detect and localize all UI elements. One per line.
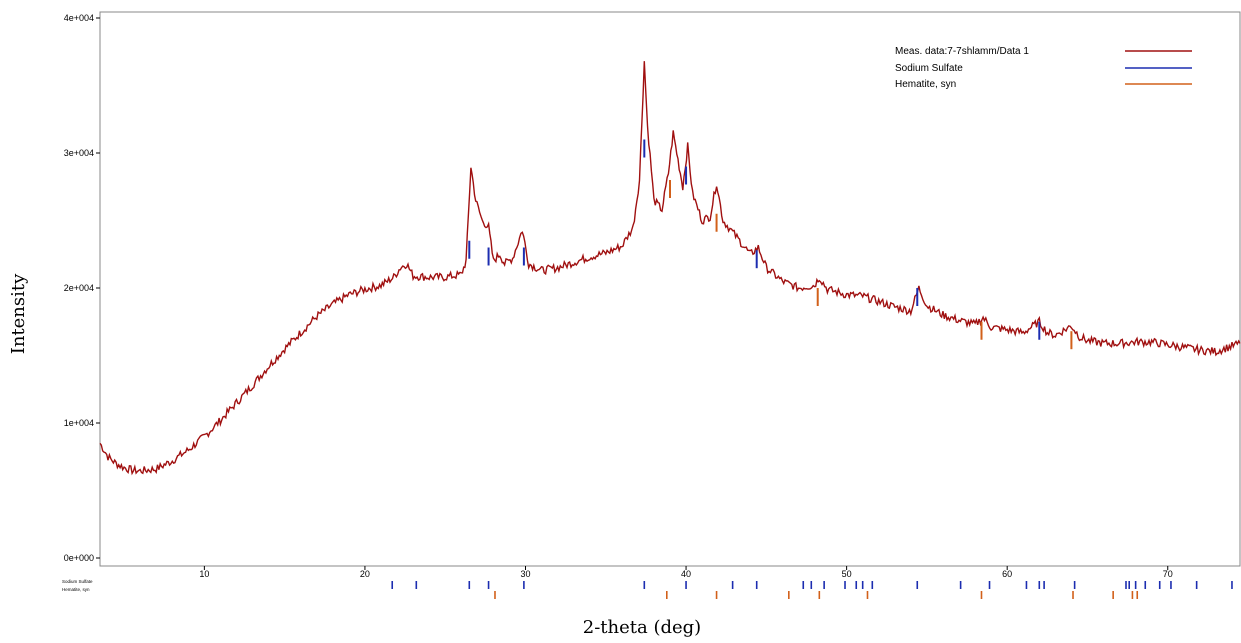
series-line-measured xyxy=(99,61,1241,476)
x-tick-label: 20 xyxy=(360,569,370,579)
plot-area xyxy=(99,11,1241,567)
x-tick-label: 60 xyxy=(1002,569,1012,579)
y-tick-label: 1e+004 xyxy=(64,418,94,428)
x-tick-label: 70 xyxy=(1163,569,1173,579)
y-tick-label: 3e+004 xyxy=(64,148,94,158)
x-tick-label: 40 xyxy=(681,569,691,579)
ref-row-label-sodium-sulfate: Sodium Sulfate xyxy=(62,579,93,584)
reference-tick-rows xyxy=(391,581,1233,599)
stick-peaks xyxy=(468,139,1073,350)
x-tick-label: 50 xyxy=(842,569,852,579)
legend-label-sodium-sulfate: Sodium Sulfate xyxy=(895,63,963,74)
ref-row-label-hematite: Hematite, syn xyxy=(62,587,90,592)
x-tick-label: 10 xyxy=(199,569,209,579)
y-tick-label: 2e+004 xyxy=(64,283,94,293)
x-axis-title: 2-theta (deg) xyxy=(583,617,701,638)
y-axis-ticks: 0e+000 1e+004 2e+004 3e+004 4e+004 xyxy=(64,13,100,563)
y-tick-label: 4e+004 xyxy=(64,13,94,23)
legend-label-hematite: Hematite, syn xyxy=(895,79,956,90)
y-axis-title: Intensity xyxy=(8,273,29,354)
legend-label-measured: Meas. data:7-7shlamm/Data 1 xyxy=(895,46,1029,57)
legend: Meas. data:7-7shlamm/Data 1 Sodium Sulfa… xyxy=(895,46,1192,90)
x-axis-ticks: 10 20 30 40 50 60 70 xyxy=(199,566,1173,579)
x-tick-label: 30 xyxy=(520,569,530,579)
y-tick-label: 0e+000 xyxy=(64,553,94,563)
